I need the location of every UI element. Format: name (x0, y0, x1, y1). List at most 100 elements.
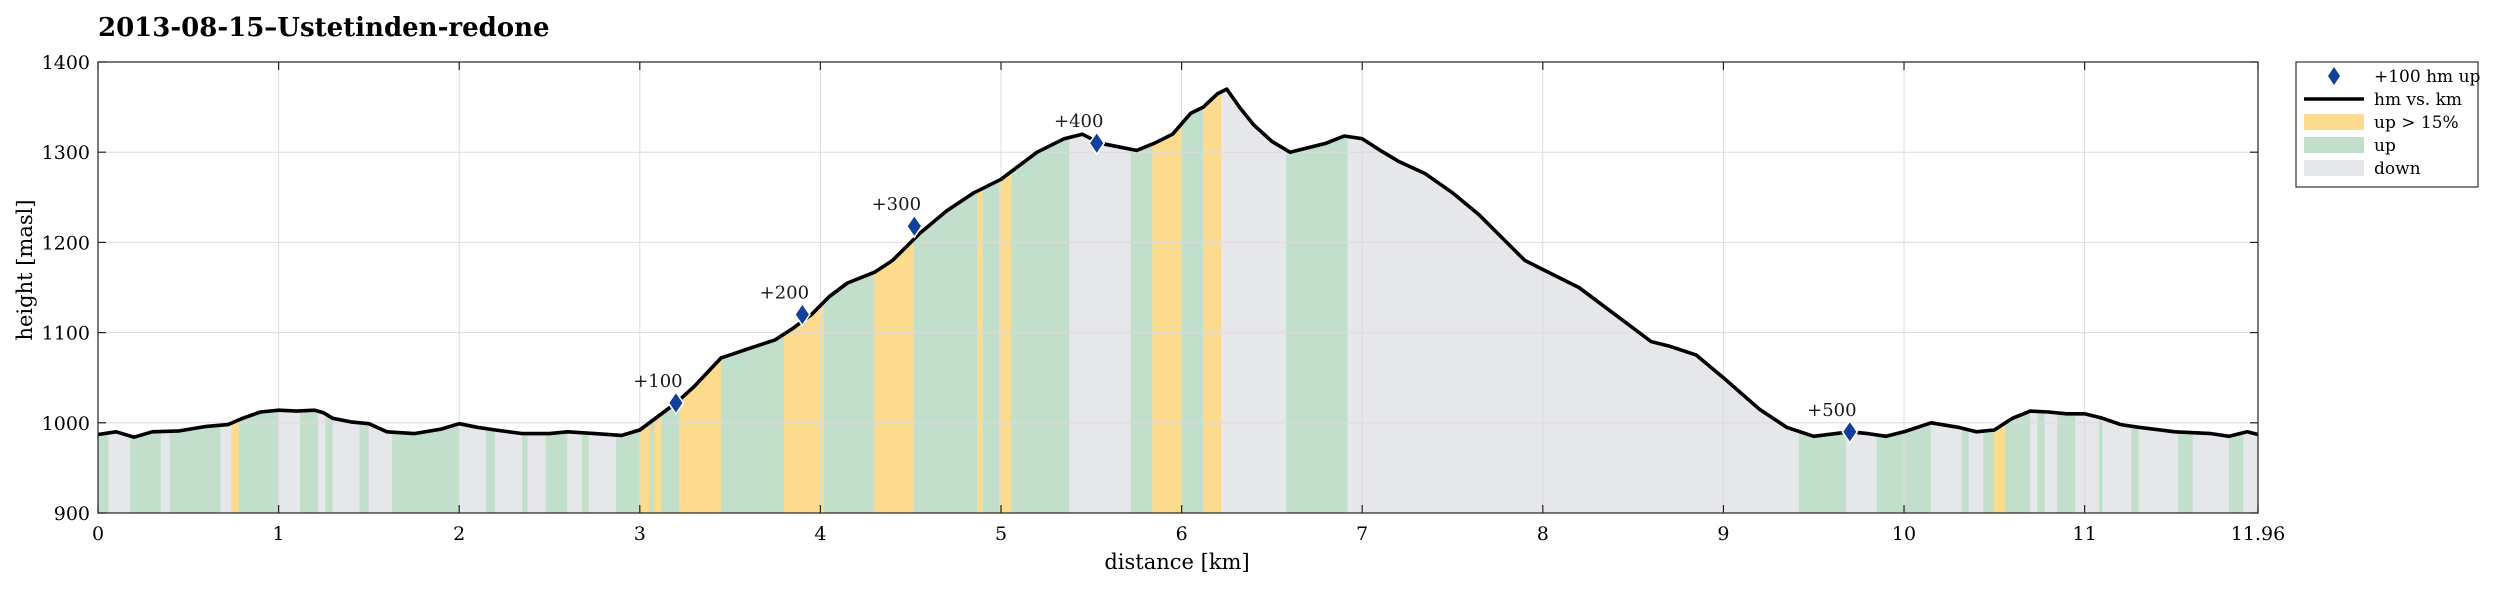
band-up-47 (1286, 135, 1349, 514)
band-up-34 (823, 271, 875, 514)
band-down-13 (332, 417, 361, 514)
band-up-18 (485, 428, 496, 514)
profile-line (97, 87, 2259, 440)
legend-swatch-marker (2328, 67, 2340, 85)
band-down-63 (2075, 413, 2100, 514)
marker-label-0: +100 (633, 371, 682, 392)
band-up-40 (1011, 136, 1070, 514)
legend-swatch-up (2304, 137, 2364, 153)
legend-label-line: hm vs. km (2374, 90, 2462, 110)
marker-diamond-0 (667, 390, 685, 416)
marker-layer: +100 +200 +300 +400 +500 (633, 111, 1859, 445)
x-tick-label-9: 9 (1717, 523, 1729, 545)
band-up-2 (130, 431, 162, 514)
band-down-19 (494, 429, 523, 514)
band-down-71 (2243, 431, 2259, 514)
y-tick-label-1: 1000 (42, 413, 90, 435)
band-up-20 (522, 433, 529, 514)
plot-frame (97, 61, 2259, 514)
band-up-58 (2004, 410, 2031, 514)
band-up-22 (545, 431, 568, 514)
x-tick-label-7: 7 (1356, 523, 1368, 545)
legend-label-down: down (2374, 159, 2421, 179)
x-tick-label-4: 4 (814, 523, 826, 545)
band-up-50 (1808, 431, 1847, 514)
marker-label-2: +300 (872, 194, 921, 215)
band-up-0 (97, 432, 110, 514)
band-up-30 (661, 399, 680, 514)
band-down-25 (588, 432, 617, 514)
x-tick-label-2: 2 (453, 523, 465, 545)
band-down-6 (220, 422, 232, 514)
y-axis-label: height [masl] (13, 199, 37, 340)
band-down-61 (2044, 411, 2058, 514)
band-up-4 (169, 430, 180, 514)
x-tick-label-5: 5 (995, 523, 1007, 545)
marker-diamond-1 (793, 302, 811, 327)
band-down-65 (2102, 417, 2132, 514)
legend: +100 hm up hm vs. km up > 15% up down (2295, 61, 2481, 188)
chart-title: 2013-08-15–Ustetinden-redone (98, 13, 550, 43)
band-down-1 (108, 431, 131, 514)
x-tick-label-8: 8 (1537, 523, 1549, 545)
band-up-38 (982, 179, 1000, 514)
band-down-17 (458, 423, 487, 514)
band-steep-57 (1994, 422, 2006, 514)
band-up-26 (615, 429, 641, 514)
marker-diamond-4 (1841, 419, 1859, 445)
x-tick-label-11: 11 (2073, 523, 2097, 545)
band-up-28 (650, 418, 655, 514)
band-down-15 (368, 423, 393, 514)
x-tick-label-10: 10 (1892, 523, 1916, 545)
band-up-16 (392, 423, 460, 514)
x-tick-label-3: 3 (634, 523, 646, 545)
band-down-51 (1845, 431, 1878, 514)
marker-diamond-3 (1088, 130, 1106, 156)
band-down-67 (2138, 426, 2179, 514)
band-down-9 (278, 409, 301, 514)
x-tick-label-1: 1 (273, 523, 285, 545)
band-down-55 (1968, 429, 1984, 514)
band-up-24 (581, 432, 590, 514)
y-tick-label-0: 900 (54, 503, 90, 525)
band-steep-43 (1152, 122, 1182, 514)
band-up-5 (179, 424, 222, 514)
band-steep-33 (783, 301, 825, 514)
grid-lines (98, 62, 2258, 513)
band-up-64 (2098, 417, 2103, 514)
band-up-10 (299, 409, 319, 514)
legend-label-marker: +100 hm up (2374, 67, 2481, 87)
band-up-66 (2131, 425, 2140, 514)
band-up-36 (913, 190, 978, 514)
band-up-49 (1799, 431, 1809, 514)
y-tick-label-5: 1400 (42, 52, 90, 74)
x-axis-label: distance [km] (1104, 550, 1249, 574)
legend-swatch-down (2304, 160, 2364, 176)
x-tick-label-12: 11.96 (2231, 523, 2285, 545)
marker-label-3: +400 (1054, 111, 1103, 132)
band-up-32 (720, 333, 785, 514)
marker-label-1: +200 (760, 283, 809, 304)
legend-swatch-steep (2304, 114, 2364, 130)
band-steep-27 (639, 421, 651, 514)
band-down-23 (567, 431, 583, 514)
band-down-59 (2030, 410, 2038, 514)
band-steep-7 (231, 419, 240, 514)
band-steep-45 (1203, 91, 1222, 514)
profile-line-layer (97, 87, 2259, 440)
band-down-21 (527, 433, 547, 514)
band-down-11 (317, 410, 326, 514)
x-tick-label-0: 0 (92, 523, 104, 545)
x-axis: 0 1 2 3 4 5 6 7 8 9 10 11 11.96 (92, 62, 2285, 545)
band-down-53 (1930, 422, 1963, 514)
marker-label-4: +500 (1807, 400, 1856, 421)
band-up-14 (359, 422, 370, 514)
band-down-41 (1069, 133, 1132, 514)
band-up-56 (1983, 429, 1995, 514)
marker-diamond-2 (905, 213, 923, 239)
band-steep-37 (977, 187, 984, 514)
band-down-69 (2192, 432, 2230, 514)
band-steep-29 (653, 413, 662, 514)
band-up-54 (1961, 427, 1970, 514)
